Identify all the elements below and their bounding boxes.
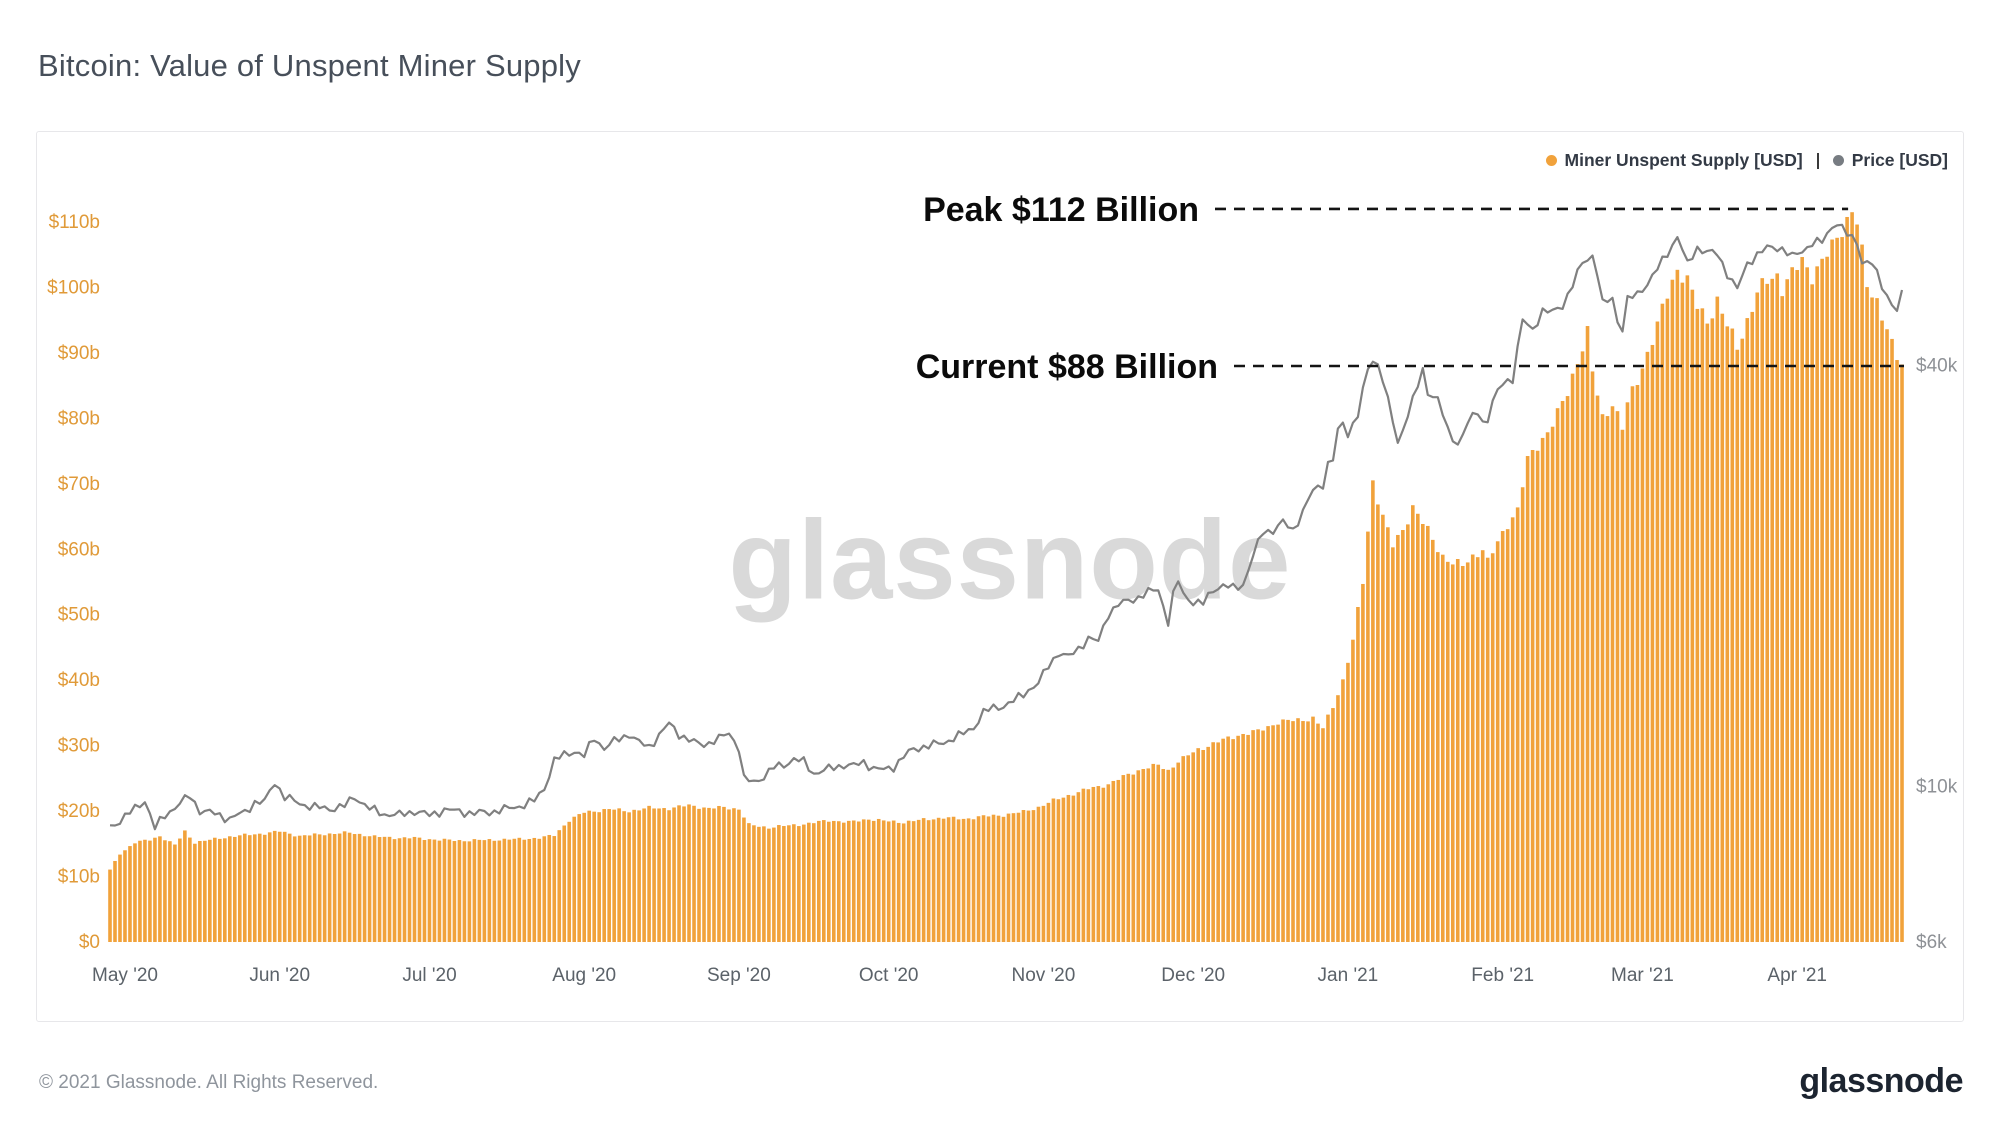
glassnode-logo: glassnode bbox=[1799, 1062, 1963, 1100]
footer-copyright: © 2021 Glassnode. All Rights Reserved. bbox=[39, 1072, 379, 1093]
page-title: Bitcoin: Value of Unspent Miner Supply bbox=[38, 48, 581, 83]
glassnode-watermark: glassnode bbox=[728, 497, 1292, 623]
legend-dot-supply-icon bbox=[1545, 155, 1557, 166]
chart-legend: Miner Unspent Supply [USD] Price [USD] bbox=[1545, 150, 1948, 171]
legend-label-supply: Miner Unspent Supply [USD] bbox=[1564, 150, 1803, 170]
legend-item-price[interactable]: Price [USD] bbox=[1832, 150, 1948, 171]
legend-label-price: Price [USD] bbox=[1851, 150, 1948, 170]
legend-item-miner-unspent-supply[interactable]: Miner Unspent Supply [USD] bbox=[1545, 150, 1803, 171]
legend-dot-price-icon bbox=[1832, 155, 1844, 166]
legend-divider bbox=[1816, 152, 1819, 169]
